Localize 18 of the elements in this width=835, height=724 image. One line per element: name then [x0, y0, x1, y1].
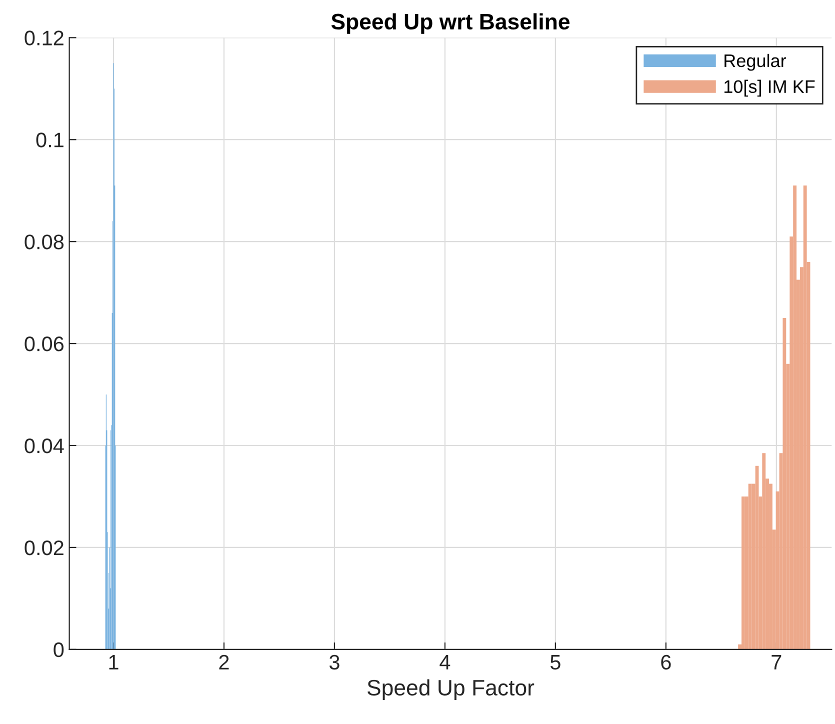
x-tick-label: 1 [109, 655, 118, 670]
legend-label: Regular [724, 54, 786, 71]
y-tick-label: 0.04 [24, 438, 64, 454]
x-tick-label: 6 [661, 654, 671, 670]
x-tick-label: 4 [440, 655, 450, 670]
y-tick-label: 0.08 [24, 234, 64, 250]
x-tick-label: 5 [550, 655, 560, 670]
chart-title: Speed Up wrt Baseline [331, 13, 570, 34]
y-tick-label: 0.06 [24, 336, 64, 352]
y-tick-label: 0.12 [24, 30, 64, 46]
y-tick-label: 0 [54, 642, 64, 658]
legend-label: 10[s] IM KF [724, 80, 815, 97]
x-tick-label: 7 [772, 655, 782, 670]
y-tick-label: 0.1 [36, 132, 64, 148]
x-axis-title: Speed Up Factor [368, 679, 534, 700]
y-tick-label: 0.02 [24, 540, 64, 556]
x-tick-label: 2 [219, 654, 229, 670]
x-tick-label: 3 [329, 654, 340, 670]
